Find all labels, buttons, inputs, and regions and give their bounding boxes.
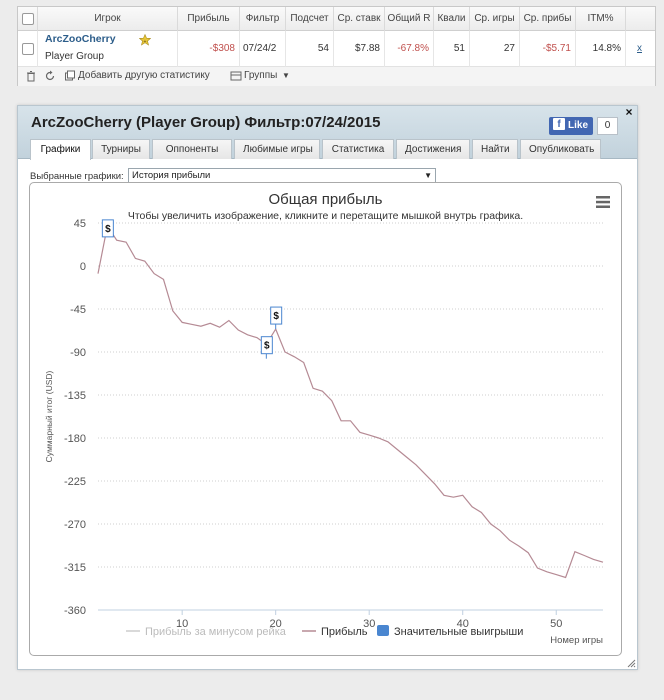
legend-big-wins-swatch	[377, 625, 389, 636]
x-tick-label: 50	[550, 618, 562, 630]
y-tick-label: 45	[74, 218, 86, 230]
header-total-roi[interactable]: Общий R	[385, 7, 434, 31]
header-select-cell[interactable]	[18, 7, 38, 31]
y-tick-label: -360	[64, 605, 86, 617]
header-count[interactable]: Подсчет	[286, 7, 334, 31]
groups-button[interactable]: Группы	[244, 70, 278, 81]
tab-tournaments[interactable]: Турниры	[92, 139, 150, 159]
player-detail-panel: ArcZooCherry (Player Group) Фильтр:07/24…	[17, 105, 638, 670]
header-avg-stake[interactable]: Ср. ставк	[334, 7, 385, 31]
refresh-icon[interactable]	[44, 70, 56, 82]
row-checkbox[interactable]	[22, 43, 34, 55]
x-axis-title: Номер игры	[550, 635, 603, 646]
header-avg-profit[interactable]: Ср. прибы	[520, 7, 576, 31]
tab-favorite-games[interactable]: Любимые игры	[234, 139, 320, 159]
header-filter[interactable]: Фильтр	[240, 7, 286, 31]
y-tick-label: -135	[64, 390, 86, 402]
remove-row-link[interactable]: x	[637, 43, 642, 54]
x-tick-label: 20	[270, 618, 282, 630]
y-tick-label: -315	[64, 562, 86, 574]
big-win-marker-label: $	[105, 224, 111, 235]
profit-value: -$308	[178, 31, 240, 67]
x-tick-label: 10	[176, 618, 188, 630]
svg-text:+: +	[144, 39, 147, 45]
add-stat-button[interactable]: Добавить другую статистику	[78, 70, 210, 81]
y-tick-label: -90	[70, 347, 86, 359]
chart-title: Общая прибыль	[268, 191, 383, 208]
header-itm[interactable]: ITM%	[576, 7, 626, 31]
legend-profit-label[interactable]: Прибыль	[321, 626, 368, 638]
tab-achievements[interactable]: Достижения	[396, 139, 470, 159]
big-win-marker-label: $	[264, 341, 270, 352]
select-all-checkbox[interactable]	[22, 13, 34, 25]
x-tick-label: 40	[457, 618, 469, 630]
header-avg-games[interactable]: Ср. игры	[470, 7, 520, 31]
header-quali[interactable]: Квали	[434, 7, 470, 31]
total-roi-value: -67.8%	[385, 31, 434, 67]
legend-big-wins-label[interactable]: Значительные выигрыши	[394, 626, 523, 638]
avg-games-value: 27	[470, 31, 520, 67]
quali-value: 51	[434, 31, 470, 67]
y-tick-label: -180	[64, 433, 86, 445]
groups-icon[interactable]	[230, 70, 242, 82]
chart-select[interactable]: История прибыли ▼	[128, 168, 436, 183]
big-win-marker-label: $	[273, 311, 279, 322]
tab-find[interactable]: Найти	[472, 139, 518, 159]
table-toolbar: Добавить другую статистику Группы ▼	[18, 67, 655, 86]
chevron-down-icon: ▼	[424, 171, 432, 180]
avg-stake-value: $7.88	[334, 31, 385, 67]
y-axis-title: Суммарный итог (USD)	[44, 370, 54, 462]
selected-charts-label: Выбранные графики:	[30, 171, 124, 182]
tab-charts[interactable]: Графики	[30, 139, 91, 160]
chart-select-value: История прибыли	[132, 170, 211, 181]
player-cell	[38, 31, 178, 67]
big-win-marker[interactable]	[260, 336, 273, 355]
tab-opponents[interactable]: Оппоненты	[152, 139, 232, 159]
header-player[interactable]: Игрок	[38, 7, 178, 31]
table-header: Игрок Прибыль Фильтр Подсчет Ср. ставк О…	[18, 7, 655, 31]
x-tick-label: 30	[363, 618, 375, 630]
tab-statistics[interactable]: Статистика	[322, 139, 394, 159]
header-profit[interactable]: Прибыль	[178, 7, 240, 31]
filter-value: 07/24/2	[240, 31, 286, 67]
chart-subtitle: Чтобы увеличить изображение, кликните и …	[127, 210, 524, 222]
chart-container[interactable]: Общая прибыль Чтобы увеличить изображени…	[29, 182, 622, 656]
player-name-link[interactable]: ArcZooCherry	[45, 33, 116, 45]
row-select-cell[interactable]	[18, 31, 38, 67]
y-tick-label: 0	[80, 261, 86, 273]
table-row[interactable]: -$308 07/24/2 54 $7.88 -67.8% 51 27 -$5.…	[18, 31, 655, 67]
close-panel-button[interactable]: ×	[625, 105, 633, 119]
player-group-label: Player Group	[45, 51, 104, 62]
big-win-marker[interactable]	[270, 306, 283, 325]
tab-publish[interactable]: Опубликовать	[520, 139, 601, 159]
y-tick-label: -270	[64, 519, 86, 531]
y-tick-label: -45	[70, 304, 86, 316]
big-win-marker[interactable]	[101, 219, 114, 238]
resize-handle-icon[interactable]	[626, 658, 636, 668]
trash-icon[interactable]	[25, 70, 37, 82]
panel-title: ArcZooCherry (Player Group) Фильтр:07/24…	[31, 114, 381, 131]
profit-series-line[interactable]	[97, 224, 604, 579]
groups-dropdown-icon[interactable]: ▼	[282, 71, 290, 80]
facebook-like-count: 0	[597, 117, 618, 135]
profit-chart[interactable]: 45 0 -45 -90 -135 -180 -225 -270 -315 -360 10 20 30 4…	[30, 183, 621, 655]
itm-value: 14.8%	[576, 31, 626, 67]
panel-header: ArcZooCherry (Player Group) Фильтр:07/24…	[18, 105, 637, 160]
legend-rake-label[interactable]: Прибыль за минусом рейка	[145, 626, 287, 638]
count-value: 54	[286, 31, 334, 67]
facebook-like-label: Like	[568, 120, 589, 131]
avg-profit-value: -$5.71	[520, 31, 576, 67]
player-stats-table: Игрок Прибыль Фильтр Подсчет Ср. ставк О…	[17, 6, 656, 86]
y-tick-label: -225	[64, 476, 86, 488]
chart-menu-icon[interactable]	[595, 195, 611, 209]
facebook-icon: f	[553, 118, 565, 131]
facebook-like-button[interactable]: f Like	[549, 117, 593, 135]
favorite-star-icon[interactable]: +	[139, 34, 151, 46]
add-stat-icon[interactable]	[64, 70, 76, 82]
